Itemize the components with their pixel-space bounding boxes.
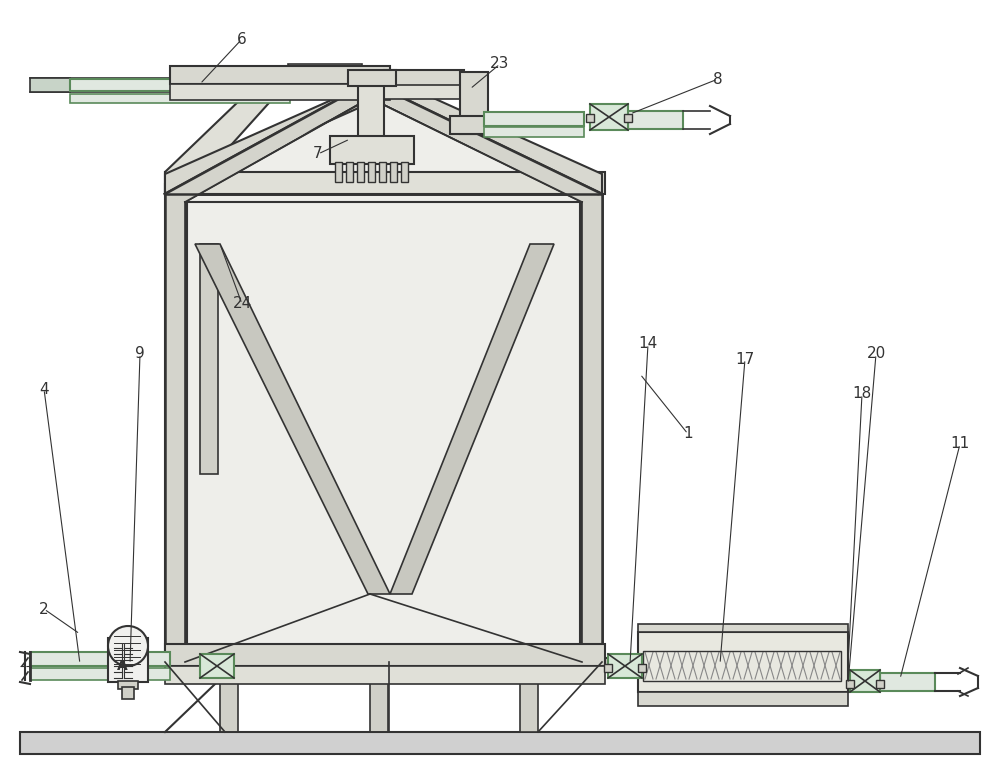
Bar [20, 732, 980, 754]
Bar [628, 111, 683, 129]
Bar [638, 632, 848, 692]
Bar [384, 70, 464, 86]
Bar [200, 244, 218, 474]
Text: A: A [117, 659, 127, 673]
Bar [30, 668, 170, 680]
Bar [348, 70, 396, 86]
Text: 6: 6 [237, 32, 247, 46]
Bar [846, 680, 854, 688]
Bar [170, 84, 390, 100]
Bar [484, 127, 584, 137]
Bar [335, 162, 342, 182]
Bar [586, 114, 594, 122]
Bar [384, 85, 464, 99]
Polygon shape [165, 194, 185, 662]
Bar [200, 654, 234, 678]
Bar [638, 692, 848, 706]
Bar [70, 94, 290, 103]
Text: 23: 23 [490, 57, 510, 71]
Bar [484, 112, 584, 126]
Bar [643, 651, 841, 681]
Bar [330, 136, 414, 164]
Bar [165, 644, 605, 666]
Bar [520, 662, 538, 732]
Bar [604, 664, 612, 672]
Polygon shape [370, 82, 602, 202]
Text: 11: 11 [950, 437, 970, 451]
Bar [346, 162, 353, 182]
Bar [370, 662, 388, 732]
Bar [288, 64, 362, 70]
Bar [30, 78, 290, 92]
Bar [450, 116, 496, 134]
Text: 1: 1 [683, 426, 693, 441]
Circle shape [108, 626, 148, 666]
Text: 7: 7 [313, 146, 323, 162]
Bar [876, 680, 884, 688]
Bar [118, 681, 138, 689]
Bar [460, 72, 488, 134]
Bar [624, 114, 632, 122]
Bar [638, 664, 646, 672]
Bar [401, 162, 408, 182]
Text: 8: 8 [713, 71, 723, 87]
Text: 17: 17 [735, 351, 755, 367]
Polygon shape [165, 74, 277, 194]
Bar [70, 79, 290, 91]
Bar [108, 638, 148, 682]
Polygon shape [380, 74, 602, 194]
Polygon shape [195, 244, 390, 594]
Bar [165, 658, 610, 666]
Text: 2: 2 [39, 601, 49, 617]
Bar [850, 670, 880, 692]
Polygon shape [390, 244, 554, 594]
Bar [30, 652, 170, 666]
Bar [390, 162, 397, 182]
Polygon shape [582, 194, 602, 662]
Polygon shape [170, 86, 596, 662]
Bar [165, 184, 187, 664]
Text: 14: 14 [638, 337, 658, 351]
Bar [170, 66, 390, 84]
Text: 20: 20 [866, 347, 886, 361]
Bar [638, 624, 848, 632]
Bar [580, 184, 602, 664]
Bar [379, 162, 386, 182]
Text: 9: 9 [135, 347, 145, 361]
Bar [368, 162, 375, 182]
Bar [165, 666, 605, 684]
Bar [122, 687, 134, 699]
Bar [880, 673, 935, 691]
Bar [165, 172, 605, 194]
Bar [220, 662, 238, 732]
Bar [608, 654, 642, 678]
Polygon shape [165, 82, 370, 202]
Bar [357, 162, 364, 182]
Bar [358, 74, 384, 144]
Bar [288, 70, 362, 84]
Bar [590, 104, 628, 130]
Text: 18: 18 [852, 386, 872, 402]
Text: 24: 24 [232, 296, 252, 311]
Polygon shape [165, 74, 390, 194]
Text: 4: 4 [39, 382, 49, 396]
